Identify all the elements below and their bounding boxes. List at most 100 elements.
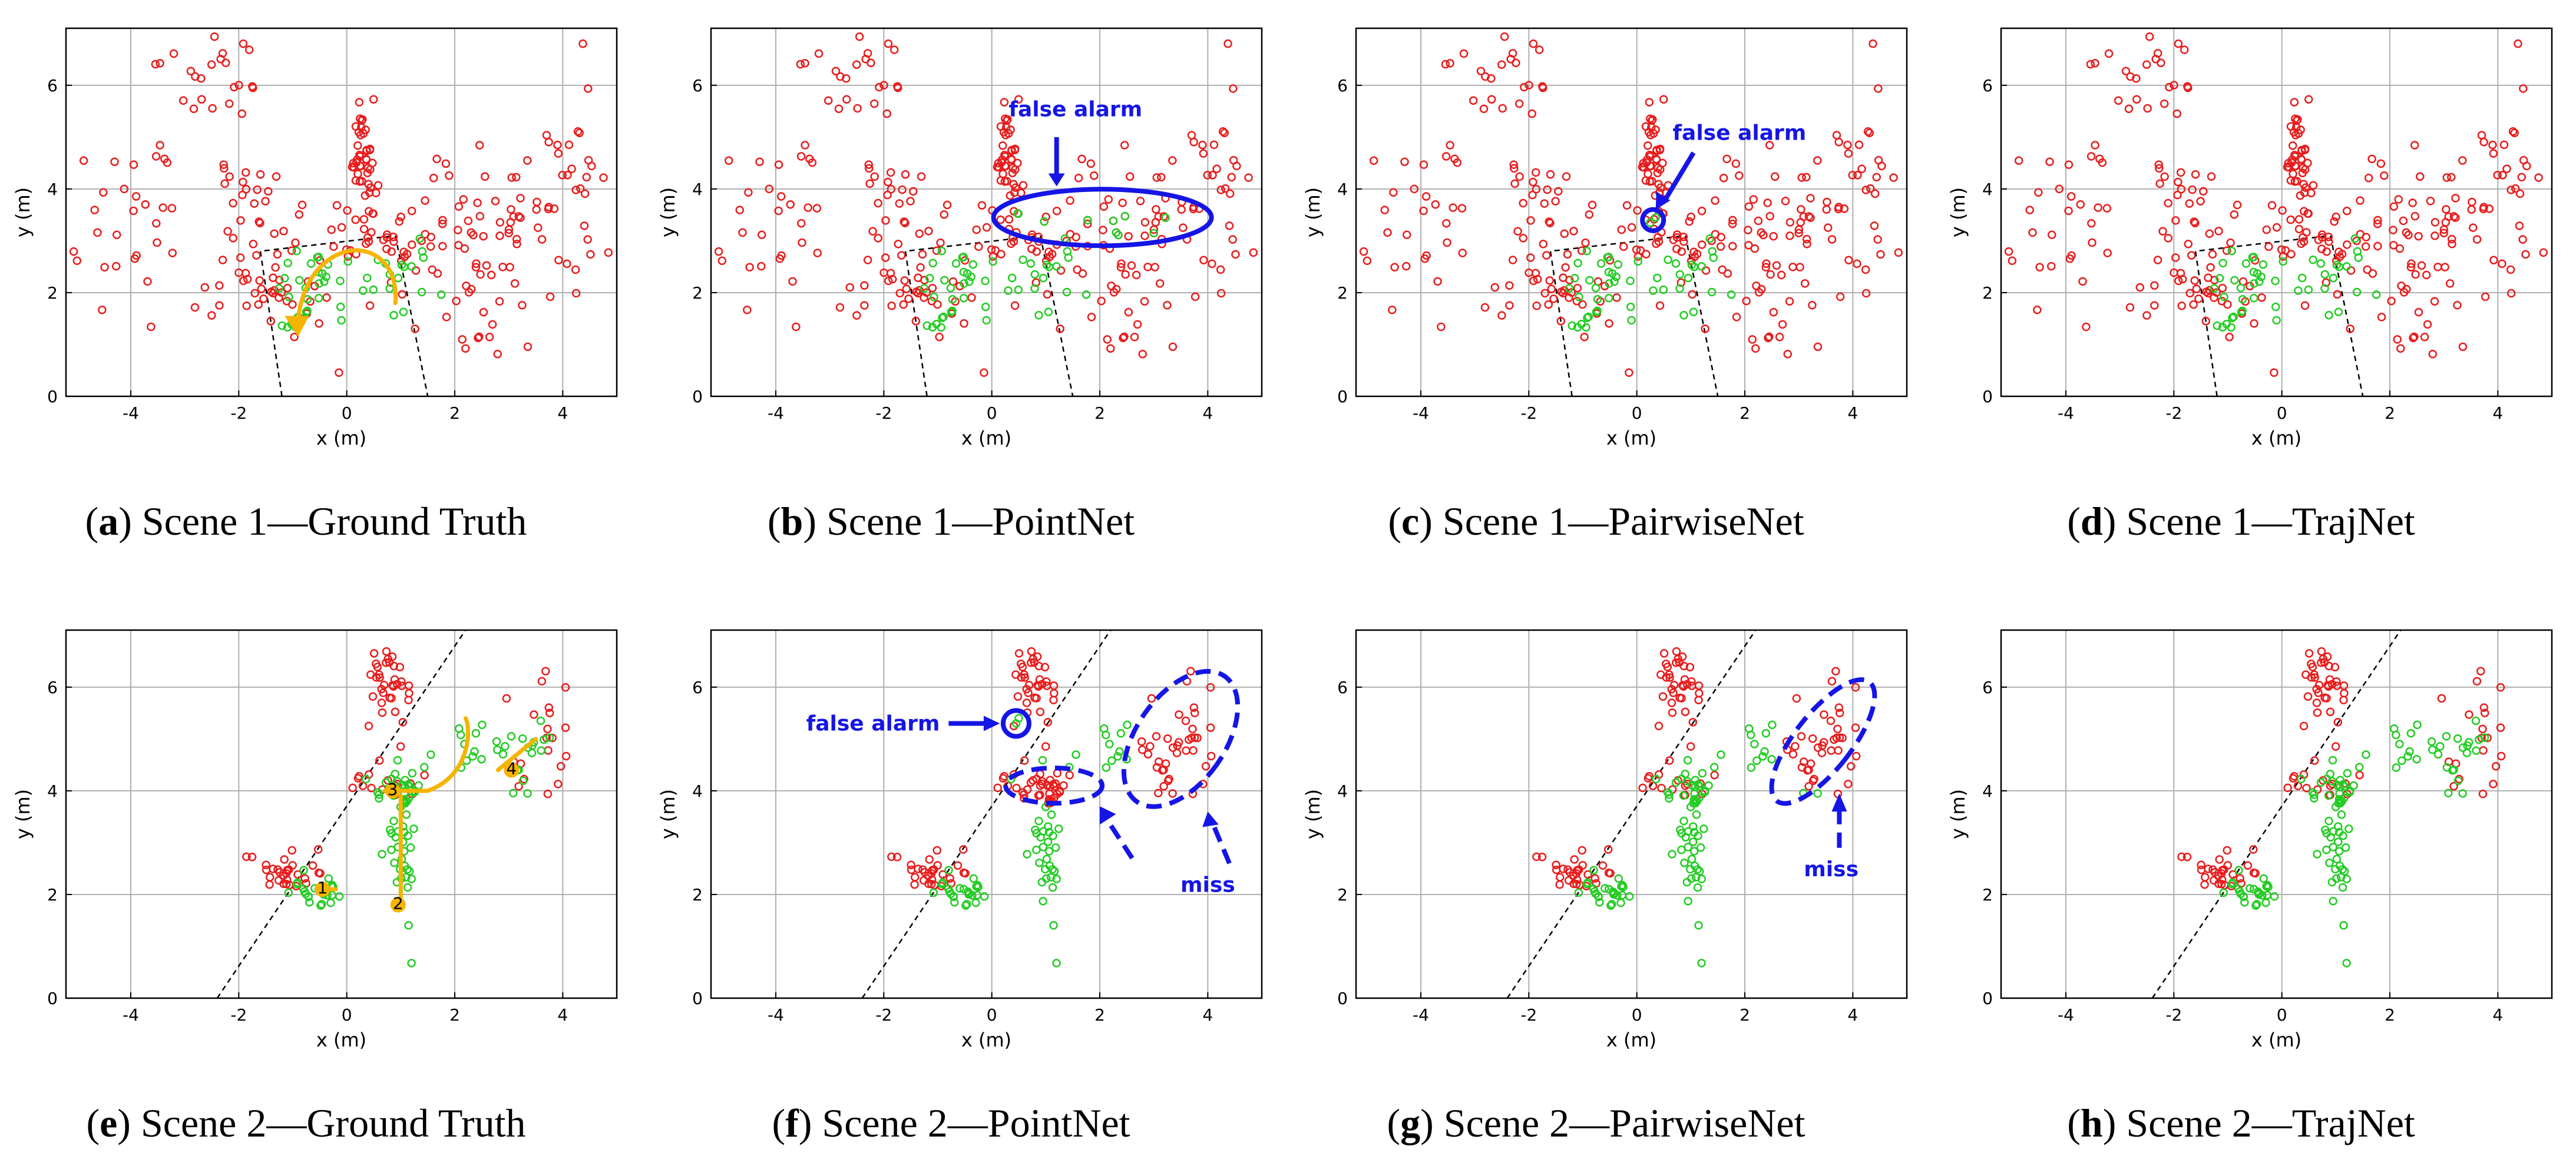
- static-point: [865, 164, 874, 173]
- static-point: [1022, 698, 1031, 707]
- dynamic-point: [419, 763, 429, 771]
- static-point: [355, 771, 363, 781]
- caption-letter: a: [98, 499, 118, 544]
- static-point: [279, 227, 288, 236]
- static-point: [2183, 852, 2192, 862]
- static-point: [980, 368, 988, 377]
- static-point: [1857, 164, 1866, 173]
- dynamic-point: [1051, 843, 1060, 852]
- static-point: [1679, 661, 1688, 671]
- static-point: [1783, 349, 1793, 359]
- y-tick-label: 2: [1982, 885, 1993, 905]
- dynamic-point: [326, 898, 335, 907]
- static-point: [2514, 39, 2522, 48]
- dynamic-point: [1007, 273, 1017, 283]
- y-tick-label: 6: [1982, 678, 1993, 697]
- static-point: [1585, 210, 1594, 219]
- static-point: [2420, 332, 2429, 342]
- static-point: [2289, 141, 2297, 150]
- static-point: [1146, 742, 1155, 751]
- static-point: [242, 852, 251, 862]
- static-point: [1552, 860, 1560, 870]
- static-point: [2428, 349, 2438, 359]
- static-point: [1641, 122, 1651, 131]
- static-point: [1544, 300, 1553, 309]
- dynamic-point: [2453, 776, 2463, 786]
- static-point: [236, 253, 245, 262]
- static-point: [1441, 152, 1451, 161]
- dynamic-point: [405, 793, 414, 803]
- static-point: [1656, 670, 1665, 679]
- static-point: [1870, 221, 1879, 230]
- plot-area: [714, 32, 1258, 396]
- static-point: [1024, 681, 1034, 690]
- dynamic-point: [1589, 866, 1598, 875]
- static-point: [275, 867, 285, 877]
- static-point: [933, 861, 942, 870]
- static-point: [2498, 171, 2507, 180]
- static-point: [571, 265, 580, 274]
- static-point: [143, 277, 152, 286]
- static-point: [1833, 724, 1842, 734]
- static-point: [1136, 197, 1145, 206]
- static-point: [1844, 256, 1853, 265]
- dynamic-point: [390, 858, 399, 867]
- static-point: [2447, 234, 2456, 244]
- dynamic-point: [1679, 816, 1688, 826]
- dynamic-point: [2333, 837, 2343, 846]
- static-point: [487, 270, 496, 280]
- annotations: miss: [1769, 677, 1877, 882]
- static-point: [2286, 215, 2295, 224]
- static-point: [2125, 303, 2135, 312]
- static-point: [1152, 205, 1160, 214]
- dynamic-point: [1752, 756, 1761, 765]
- static-point: [932, 246, 941, 255]
- static-point: [1829, 735, 1838, 744]
- static-point: [1797, 173, 1806, 182]
- static-point: [1565, 867, 1575, 877]
- static-point: [1622, 201, 1632, 210]
- static-point: [2076, 200, 2085, 209]
- caption-paren: (: [772, 1101, 785, 1145]
- static-point: [1556, 317, 1566, 326]
- static-point: [2356, 196, 2365, 205]
- static-point: [208, 104, 217, 113]
- track-label: 4: [506, 759, 517, 779]
- static-point: [1500, 32, 1509, 41]
- arrow-head-icon: [1100, 806, 1116, 825]
- dynamic-point: [1603, 253, 1612, 262]
- static-point: [1510, 164, 1519, 173]
- static-point: [798, 238, 806, 247]
- static-point: [392, 680, 402, 688]
- static-point: [2171, 216, 2180, 225]
- dynamic-point: [968, 260, 978, 269]
- trajectory: [296, 248, 398, 321]
- static-point: [2323, 681, 2332, 690]
- dynamic-point: [1697, 959, 1706, 968]
- static-point: [2387, 296, 2396, 306]
- dynamic-point: [336, 302, 345, 312]
- dynamic-point: [415, 234, 424, 243]
- static-point: [355, 98, 364, 107]
- static-point: [2324, 237, 2333, 246]
- static-point: [353, 141, 362, 150]
- dynamic-point: [1037, 877, 1047, 887]
- static-point: [295, 210, 304, 219]
- arrow-line: [1103, 815, 1135, 860]
- static-point: [744, 188, 753, 197]
- static-point: [1127, 261, 1136, 270]
- static-point: [2290, 98, 2299, 107]
- static-point: [943, 200, 952, 210]
- static-point: [238, 190, 247, 200]
- static-point: [996, 176, 1006, 185]
- static-point: [167, 204, 177, 213]
- static-point: [479, 231, 488, 241]
- dynamic-point: [1123, 720, 1132, 730]
- static-point: [2519, 155, 2528, 165]
- static-point: [1765, 141, 1774, 150]
- static-point: [2373, 219, 2382, 228]
- static-point: [1646, 161, 1655, 171]
- static-point: [1149, 225, 1159, 234]
- caption-text: Scene 1—PointNet: [816, 499, 1135, 544]
- static-point: [714, 247, 723, 256]
